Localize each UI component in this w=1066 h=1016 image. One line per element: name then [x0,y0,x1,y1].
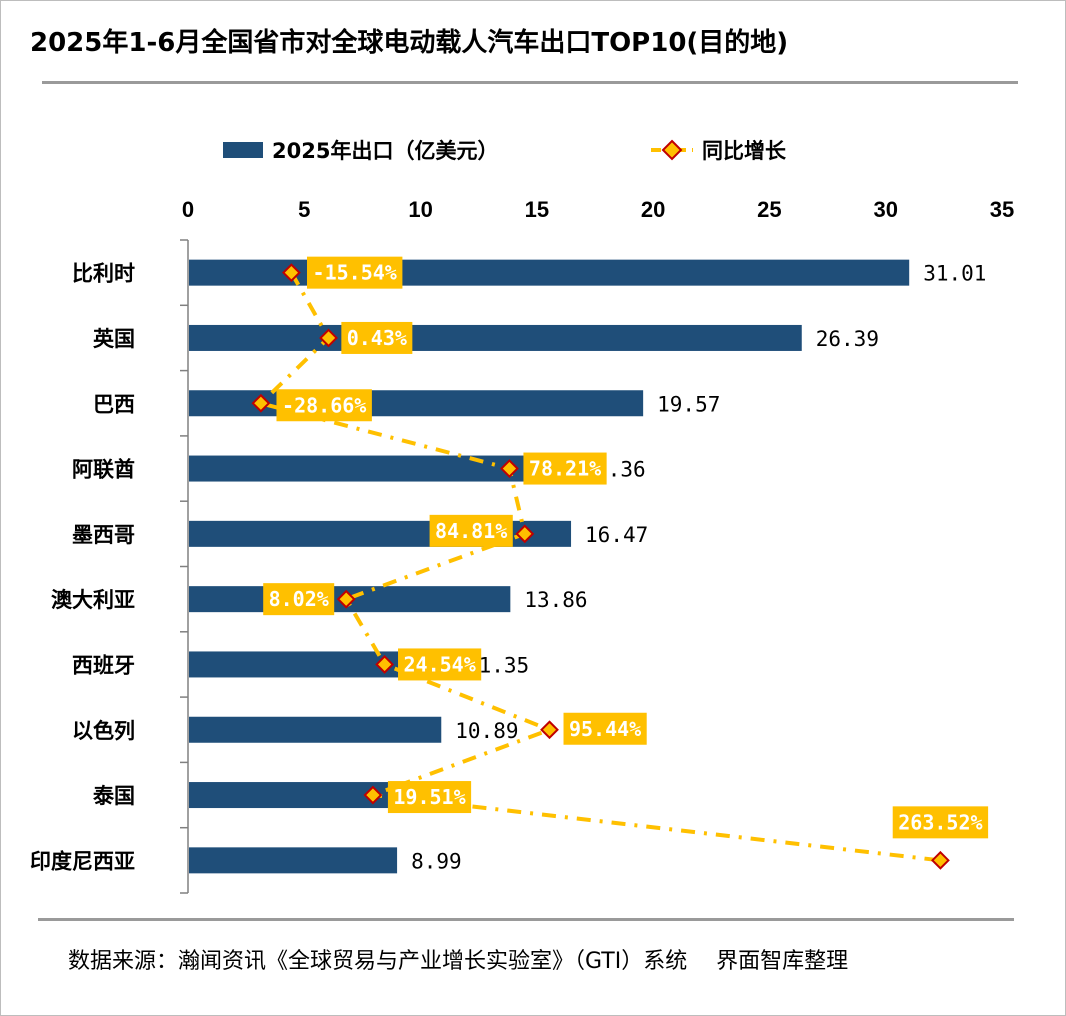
x-tick-label: 25 [757,197,781,222]
bar [189,847,398,874]
growth-label-box [892,806,989,839]
bar [189,716,442,743]
growth-label-box [563,712,647,745]
category-label: 阿联酋 [72,458,135,482]
growth-marker [931,850,950,870]
legend-line-label: 同比增长 [702,139,787,163]
growth-value-label: -15.54% [313,261,397,285]
x-tick-label: 15 [525,197,549,222]
category-label: 英国 [93,327,135,351]
growth-value-label: 0.43% [347,326,407,350]
growth-marker [319,328,338,348]
growth-value-label: 19.51% [393,785,465,809]
growth-marker [375,655,395,674]
title-divider [42,81,1018,84]
growth-value-label: 263.52% [898,810,982,834]
x-tick-label: 30 [873,197,897,222]
growth-value-label: 84.81% [435,519,507,543]
bar-value-label: 13.86 [524,588,587,612]
category-label: 西班牙 [72,653,135,677]
bar-value-label: 8.99 [411,849,462,873]
category-label: 比利时 [72,262,135,286]
category-axis [180,239,189,894]
legend-diamond-marker [661,139,683,161]
growth-label-box [398,648,482,681]
bar-value-labels: 31.0126.3919.5716.3616.4713.8611.3510.89… [411,262,986,874]
category-label: 泰国 [92,784,135,808]
x-tick-label: 20 [641,197,665,222]
growth-marker [281,263,301,283]
category-label: 巴西 [93,392,135,416]
growth-value-label: 95.44% [569,717,641,741]
legend-bar-label: 2025年出口（亿美元） [272,139,498,163]
category-label: 以色列 [72,719,135,743]
growth-marker [336,589,356,609]
x-tick-label: 35 [990,197,1014,222]
bar-value-label: 31.01 [923,262,986,286]
bar-value-label: 16.47 [585,523,648,547]
category-label: 澳大利亚 [51,588,135,612]
legend: 2025年出口（亿美元） 同比增长 [223,139,787,163]
growth-value-label: 8.02% [269,587,329,611]
growth-marker [500,459,519,478]
bar-value-label: 10.89 [455,719,518,743]
growth-marker [251,393,271,413]
growth-label-box [387,781,472,814]
bar [189,782,398,809]
growth-label-box [263,583,335,616]
growth-value-label: -28.66% [282,393,366,417]
x-tick-label: 5 [298,197,310,222]
bar [189,324,802,351]
bars [189,259,910,874]
category-label: 墨西哥 [72,523,135,547]
x-tick-label: 10 [408,197,432,222]
growth-marker [515,524,535,544]
footer-divider [38,918,1014,921]
growth-marker [363,785,383,805]
source-note: 数据来源：瀚闻资讯《全球贸易与产业增长实验室》（GTI）系统 界面智库整理 [68,949,849,974]
growth-label-box [523,452,607,485]
growth-series: -15.54% 0.43% -28.66% 78.21% 84.81% 8.02% 24.5… [251,256,989,870]
bar-value-label: 19.57 [657,392,720,416]
growth-label-box [341,321,413,354]
growth-label-box [307,256,403,289]
growth-value-label: 24.54% [403,652,475,676]
growth-line [258,271,941,863]
growth-label-box [429,514,513,547]
x-axis-ticks: 0 5 10 15 20 25 30 35 [182,197,1014,222]
growth-label-box [276,389,372,422]
category-label: 印度尼西亚 [30,849,135,873]
chart-title: 2025年1-6月全国省市对全球电动载人汽车出口TOP10(目的地) [30,28,789,58]
legend-bar-swatch [223,142,263,158]
x-tick-label: 0 [182,197,194,222]
growth-marker [540,720,559,740]
bar [189,520,572,547]
bar-value-label: 26.39 [816,327,879,351]
growth-value-label: 78.21% [529,457,601,481]
